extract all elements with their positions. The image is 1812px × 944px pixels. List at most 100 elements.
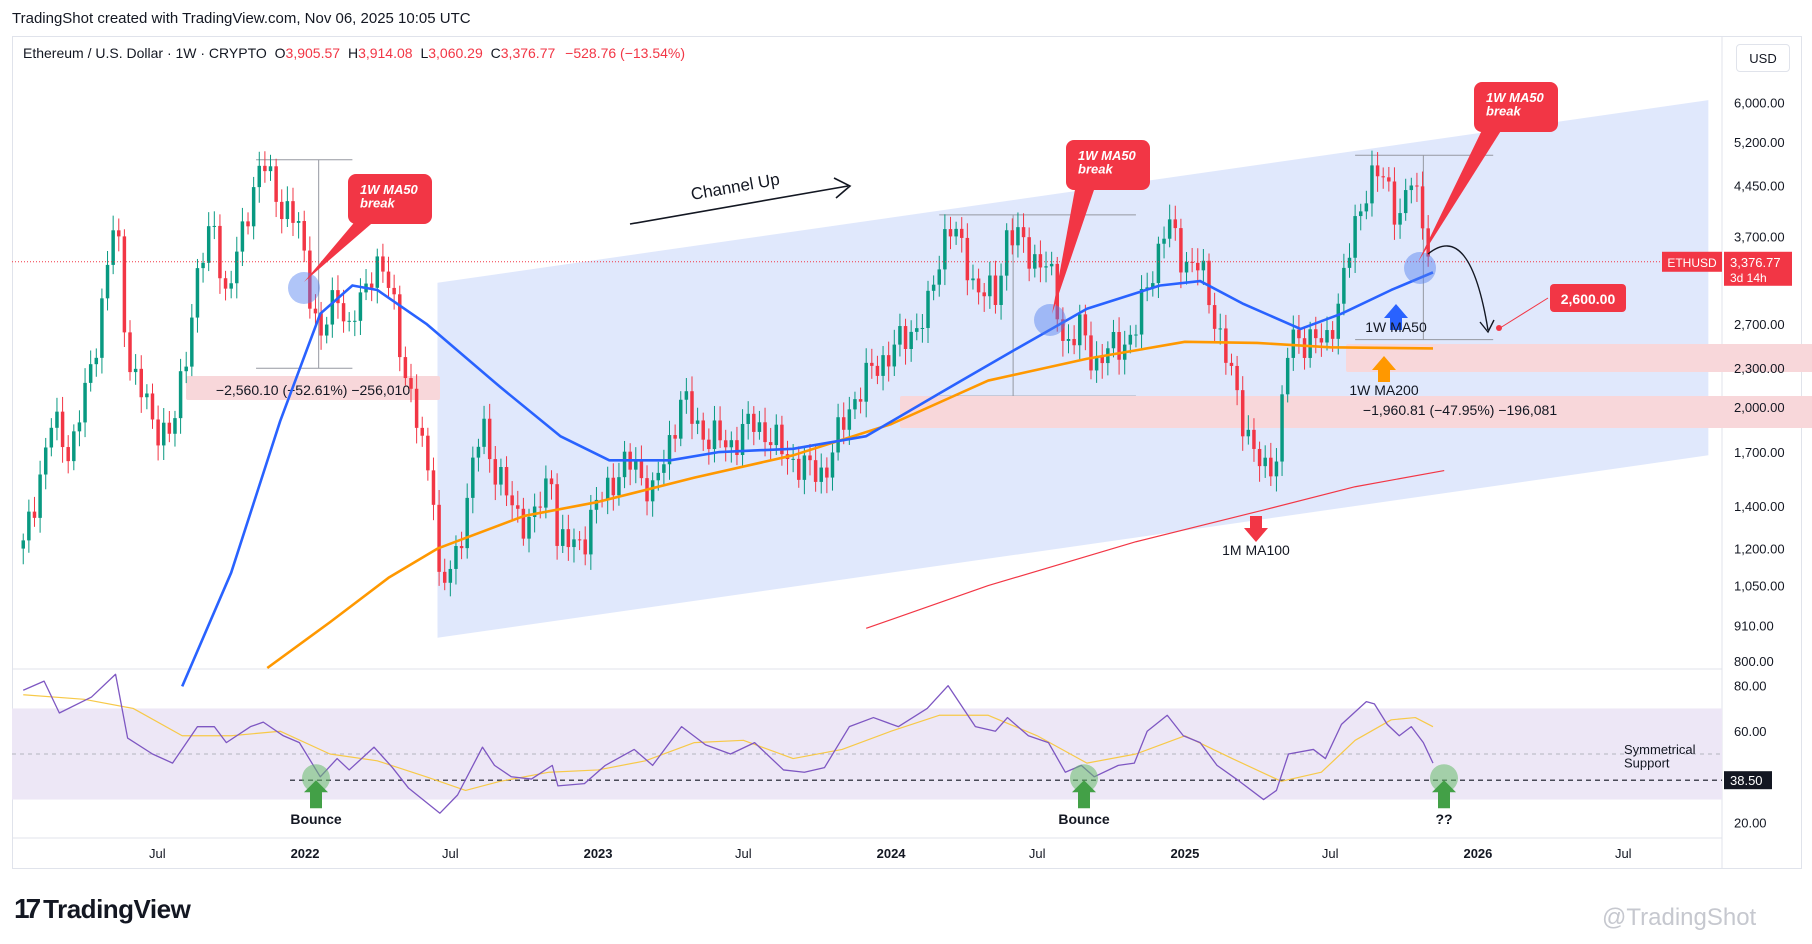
candle-body [173,418,177,434]
candle-body [347,320,351,322]
candle-body [1004,230,1009,276]
candle-body [1319,338,1324,343]
support-value-box [1724,771,1772,790]
candle-body [982,292,986,297]
candle-body [538,506,542,508]
ma200-weekly-line [266,340,1434,670]
range-label-box [186,376,440,400]
high-value: 3,914.08 [358,45,413,61]
candle-body [572,539,576,548]
time-tick-label: Jul [1322,846,1339,861]
candle-body [201,262,205,269]
candle-body [296,221,301,223]
candle-body [780,424,784,455]
candle-body [926,290,930,328]
candle-body [60,411,65,448]
candle-body [184,366,188,372]
candle-body [156,419,160,446]
candle-body [605,477,610,501]
time-tick-label: 2022 [291,846,320,861]
candle-body [1330,330,1335,339]
price-tick-label: 6,000.00 [1734,95,1785,110]
candle-body [1072,338,1076,346]
range-label-box [900,396,1812,428]
candle-body [1151,283,1155,288]
callout-pointer [1052,184,1096,314]
candle-body [589,509,593,555]
candle-body [707,439,711,450]
candle-body [662,464,666,473]
callout-pointer [304,218,378,282]
currency-button[interactable]: USD [1736,44,1790,72]
candle-body [937,269,941,285]
candle-body [117,230,121,237]
candle-body [527,516,531,539]
candle-body [752,413,756,432]
candle-body [229,283,233,289]
candle-body [915,328,919,332]
candle-body [145,393,149,398]
drop-range-label-1: −2,560.10 (−52.61%) −256,010 [216,382,410,398]
ma50-label: 1W MA50 [1365,319,1427,335]
candle-body [190,317,194,367]
ma50-break-callout-3: 1W MA50 break [1486,90,1545,119]
candle-body [105,264,110,299]
candle-body [66,447,70,462]
candle-body [544,478,548,508]
candle-body [594,499,599,510]
candle-body [1291,329,1296,358]
candle-body [695,420,700,424]
tradingview-logo-icon: 17 [14,893,41,924]
candle-body [1016,227,1020,246]
close-label: C [490,45,501,61]
projection-arrowhead [1479,319,1495,334]
candle-body [1207,260,1211,306]
candle-body [1089,335,1093,371]
candle-body [521,508,526,539]
candle-body [358,292,363,321]
candle-body [386,271,391,288]
candle-body [920,327,925,329]
candle-body [740,423,745,455]
candle-body [875,365,880,376]
time-tick-label: 2026 [1463,846,1492,861]
price-tick-label: 3,700.00 [1734,229,1785,244]
candle-body [302,221,306,251]
drop-range-label-2: −1,960.81 (−47.95%) −196,081 [1363,402,1557,418]
candle-body [819,467,823,482]
channel-arrow-line [629,185,849,225]
candle-body [1078,314,1082,346]
bounce-arrow-icon [1432,780,1456,809]
candle-body [122,236,127,333]
candle-body [27,511,31,541]
chart-frame [12,36,1802,869]
candle-body [802,455,807,480]
candle-body [499,467,503,485]
candle-body [308,250,312,309]
candle-body [813,460,818,482]
candle-body [1364,203,1369,212]
change-value: −528.76 (−13.54%) [565,45,686,61]
candle-body [712,420,717,450]
candle-body [1156,243,1161,284]
candle-body [1269,457,1273,477]
candle-body [133,368,138,373]
candle-body [21,540,25,549]
time-tick-label: Jul [442,846,459,861]
candle-body [285,201,290,220]
candle-body [414,388,419,428]
open-label: O [274,45,286,61]
ma50-break-circle [1034,304,1066,336]
candle-body [954,228,958,237]
chart-caption: TradingShot created with TradingView.com… [12,10,471,27]
candle-body [1128,334,1133,345]
candle-body [1325,330,1329,343]
candle-body [487,418,492,460]
candle-body [830,452,835,478]
channel-arrow-head [833,177,852,199]
close-value: 3,376.77 [500,45,556,61]
ma50-weekly-line [181,271,1434,687]
symmetrical-support-label: Symmetrical Support [1624,742,1696,771]
candle-body [83,382,87,423]
